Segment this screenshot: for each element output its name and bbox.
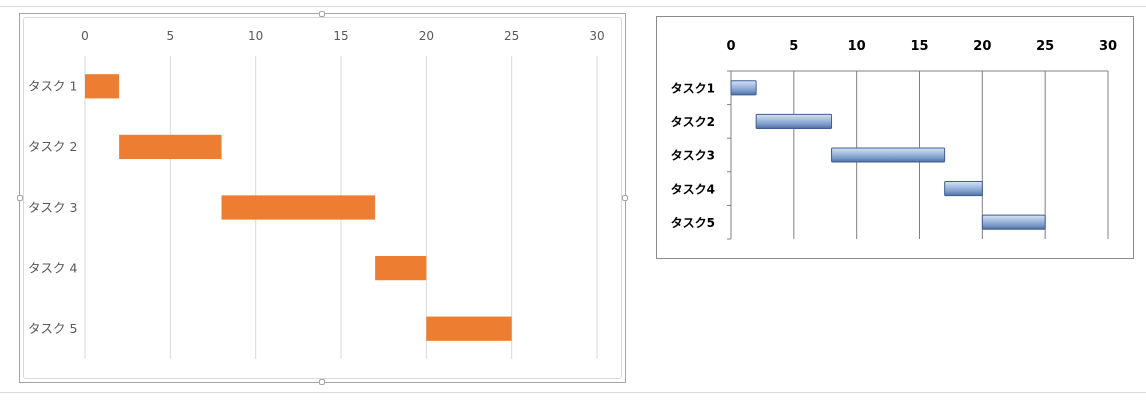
gantt-chart-3d[interactable]: 0 5 10 15 20 25 30 タスク1 タスク2 タスク3 タスク4 タスク5: [656, 16, 1134, 259]
gantt-chart-flat[interactable]: 0 5 10 15 20 25 30 タスク 1 タスク 2 タスク 3 タスク 4 タスク 5: [17, 11, 628, 385]
bottom-separator: [0, 392, 1146, 393]
x-tick-label: 0: [726, 39, 735, 54]
chart-svg-left: 0 5 10 15 20 25 30 タスク 1 タスク 2 タスク 3 タスク 4 タスク 5: [28, 29, 605, 359]
category-label: タスク 4: [28, 260, 77, 275]
x-tick-label: 25: [1036, 39, 1054, 54]
category-label: タスク 3: [28, 200, 77, 215]
x-tick-label: 10: [248, 29, 263, 43]
gantt-bar: [85, 74, 120, 99]
category-label: タスク4: [671, 182, 715, 196]
x-tick-label: 20: [973, 39, 991, 54]
resize-handle-top[interactable]: [319, 11, 325, 17]
plot-area-border: [23, 17, 622, 379]
top-separator: [0, 6, 1146, 7]
category-label: タスク2: [671, 115, 715, 129]
x-tick-label: 0: [81, 29, 89, 43]
category-label: タスク3: [671, 149, 715, 163]
category-label: タスク1: [671, 81, 715, 95]
x-tick-label: 25: [504, 29, 519, 43]
chart-svg-right: 0 5 10 15 20 25 30 タスク1 タスク2 タスク3 タスク4 タスク5: [671, 39, 1117, 240]
x-tick-label: 10: [848, 39, 866, 54]
gantt-bar: [375, 255, 427, 281]
gantt-bar: [831, 147, 946, 163]
x-tick-label: 5: [167, 29, 175, 43]
resize-handle-left[interactable]: [17, 195, 23, 201]
category-label: タスク 1: [28, 79, 77, 94]
category-label: タスク 5: [28, 321, 77, 336]
x-tick-label: 15: [910, 39, 928, 54]
x-tick-label: 15: [333, 29, 348, 43]
x-tick-label: 20: [419, 29, 434, 43]
gantt-bar: [981, 214, 1046, 230]
gantt-bar: [221, 195, 376, 220]
category-label: タスク 2: [28, 139, 77, 154]
x-tick-label: 30: [589, 29, 604, 43]
resize-handle-right[interactable]: [622, 195, 628, 201]
x-tick-label: 5: [789, 39, 798, 54]
x-tick-label: 30: [1099, 39, 1117, 54]
gantt-bar: [755, 113, 833, 129]
gantt-bar: [426, 316, 512, 341]
gantt-bar: [730, 80, 757, 96]
gantt-bar: [119, 134, 222, 160]
category-label: タスク5: [671, 216, 715, 230]
gantt-bar: [944, 181, 983, 197]
resize-handle-bottom[interactable]: [319, 379, 325, 385]
